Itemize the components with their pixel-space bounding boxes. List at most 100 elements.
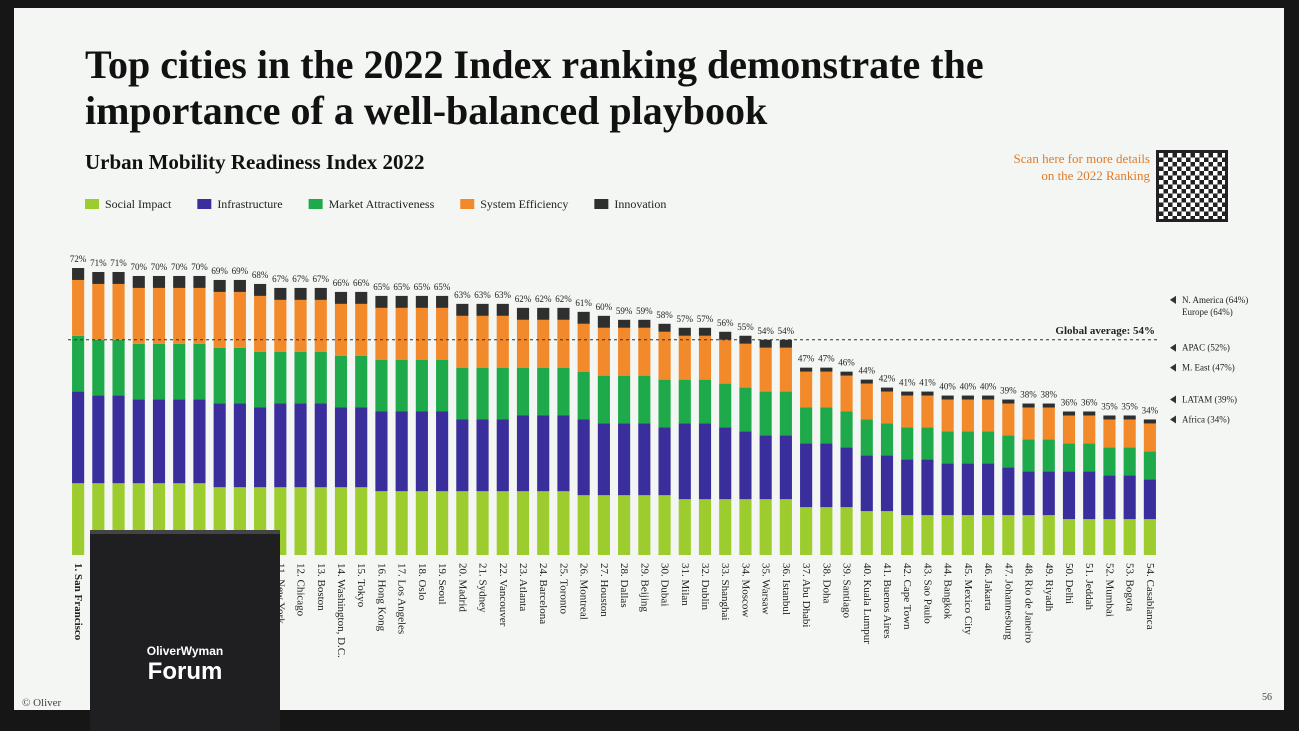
total-label: 38%	[1020, 390, 1037, 400]
footer: © Oliver	[22, 697, 62, 709]
total-label: 69%	[232, 266, 249, 276]
bar-segment	[476, 303, 489, 316]
bar-segment	[72, 279, 85, 336]
category-label: 32. Dublin	[699, 563, 711, 611]
bar-segment	[820, 367, 833, 372]
bar-segment	[941, 399, 954, 432]
bar-segment	[92, 271, 105, 284]
bar-segment	[1042, 439, 1055, 472]
category-label: 49. Riyadh	[1043, 563, 1055, 612]
bar-segment	[456, 303, 469, 316]
bar-segment	[739, 335, 752, 344]
bar-segment	[355, 355, 368, 408]
bar-segment	[618, 327, 631, 376]
bar-segment	[456, 315, 469, 368]
total-label: 67%	[313, 274, 330, 284]
bar-segment	[274, 287, 287, 300]
total-label: 55%	[737, 322, 754, 332]
bar-segment	[375, 295, 388, 308]
region-label: LATAM (39%)	[1182, 395, 1237, 405]
bar-segment	[1062, 443, 1076, 472]
bar-segment	[334, 355, 348, 408]
bar-segment	[415, 295, 428, 308]
bar-segment	[1002, 467, 1015, 516]
total-label: 72%	[70, 254, 87, 264]
bar-segment	[193, 275, 206, 288]
bar-segment	[880, 387, 894, 392]
bar-segment	[1042, 403, 1055, 408]
total-label: 56%	[717, 318, 734, 328]
bar-segment	[375, 307, 388, 360]
total-label: 69%	[211, 266, 228, 276]
category-label: 25. Toronto	[557, 563, 569, 614]
bar-segment	[921, 515, 934, 555]
total-label: 54%	[757, 326, 774, 336]
bar-segment	[355, 291, 368, 304]
bar-segment	[779, 435, 792, 500]
bar-segment	[1123, 447, 1136, 476]
bar-segment	[1083, 471, 1096, 520]
bar-segment	[496, 367, 509, 420]
podium-brand: OliverWyman	[146, 644, 224, 658]
bar-segment	[1143, 423, 1156, 452]
legend-label: Social Impact	[105, 197, 172, 211]
bar-segment	[112, 283, 125, 340]
category-label: 46. Jakarta	[982, 563, 994, 611]
category-label: 50. Delhi	[1063, 563, 1075, 604]
bar-segment	[880, 391, 894, 424]
bar-segment	[496, 303, 509, 316]
category-label: 18. Oslo	[416, 563, 428, 601]
total-label: 70%	[151, 262, 168, 272]
bar-segment	[840, 447, 853, 508]
bar-segment	[436, 411, 449, 492]
bar-segment	[233, 291, 246, 348]
bar-segment	[395, 295, 408, 308]
bar-segment	[577, 311, 590, 324]
bar-segment	[1062, 471, 1076, 520]
bar-segment	[334, 303, 348, 356]
bar-segment	[719, 331, 732, 340]
bar-segment	[678, 327, 691, 336]
bar-segment	[800, 443, 813, 508]
bar-segment	[860, 419, 873, 456]
bar-segment	[618, 375, 631, 424]
category-label: 45. Mexico City	[962, 563, 974, 635]
total-label: 40%	[960, 382, 977, 392]
bar-segment	[537, 367, 550, 416]
bar-segment	[375, 491, 388, 555]
bar-segment	[415, 359, 428, 412]
bar-segment	[779, 347, 792, 392]
bar-segment	[294, 287, 307, 300]
bar-segment	[719, 383, 732, 428]
bar-segment	[496, 491, 509, 555]
bar-segment	[638, 327, 651, 376]
bar-segment	[436, 491, 449, 555]
bar-segment	[355, 407, 368, 488]
bar-segment	[719, 427, 732, 500]
bar-segment	[577, 419, 590, 496]
bar-segment	[395, 307, 408, 360]
bar-segment	[314, 403, 327, 488]
bar-segment	[274, 351, 287, 404]
bar-segment	[152, 287, 166, 344]
bar-segment	[901, 427, 914, 460]
bar-segment	[1042, 471, 1055, 516]
bar-segment	[415, 411, 428, 492]
bar-segment	[1103, 415, 1116, 420]
bar-segment	[152, 399, 166, 484]
bar-segment	[1143, 519, 1156, 555]
bar-segment	[1002, 399, 1015, 404]
bar-segment	[173, 275, 186, 288]
region-marker	[1170, 343, 1176, 352]
category-label: 31. Milan	[679, 563, 691, 606]
slide-title: Top cities in the 2022 Index ranking dem…	[85, 42, 984, 133]
category-label: 48. Rio de Janeiro	[1023, 563, 1035, 644]
bar-segment	[658, 331, 671, 380]
bar-segment	[921, 459, 934, 516]
total-label: 58%	[656, 310, 673, 320]
bar-segment	[759, 347, 772, 392]
bar-segment	[193, 343, 206, 400]
category-label: 16. Hong Kong	[375, 563, 387, 632]
legend-swatch	[197, 199, 212, 209]
bar-segment	[193, 287, 206, 344]
